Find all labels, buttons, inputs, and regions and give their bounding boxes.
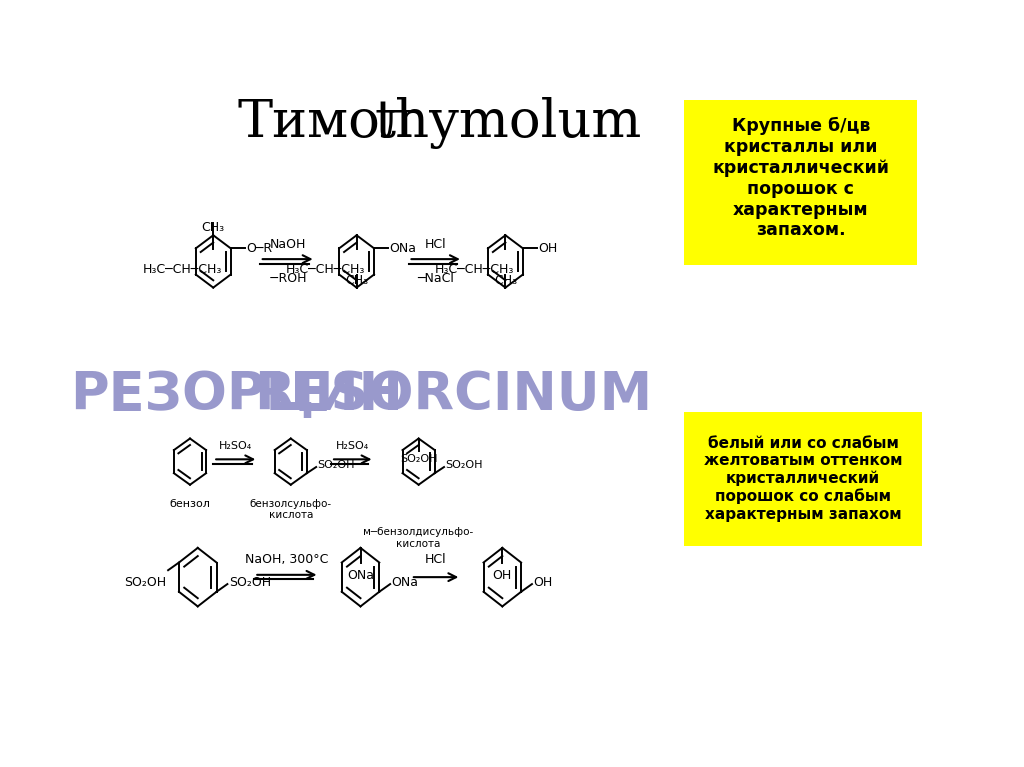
Text: H₃C─CH─CH₃: H₃C─CH─CH₃ (286, 263, 366, 276)
Text: ONa: ONa (392, 576, 419, 589)
Text: CH₃: CH₃ (345, 274, 369, 287)
Text: H₂SO₄: H₂SO₄ (219, 441, 252, 451)
Text: OH: OH (539, 242, 558, 255)
Text: thymolum: thymolum (374, 97, 641, 149)
Text: NaOH, 300°C: NaOH, 300°C (245, 553, 329, 566)
Text: Крупные б/цв
кристаллы или
кристаллический
порошок с
характерным
запахом.: Крупные б/цв кристаллы или кристаллическ… (713, 117, 889, 239)
Text: OH: OH (534, 576, 553, 589)
Text: РЕЗОРЦИН: РЕЗОРЦИН (70, 369, 402, 420)
Text: Тимол: Тимол (238, 97, 414, 148)
Text: SO₂OH: SO₂OH (317, 460, 355, 470)
Text: SO₂OH: SO₂OH (125, 576, 167, 589)
Text: SO₂OH: SO₂OH (229, 576, 271, 589)
Text: HCl: HCl (425, 553, 446, 566)
FancyBboxPatch shape (684, 100, 916, 265)
Text: бензол: бензол (170, 499, 211, 509)
Text: RESORCINUM: RESORCINUM (254, 369, 652, 420)
Text: H₃C─CH─CH₃: H₃C─CH─CH₃ (142, 263, 222, 276)
Text: O─R: O─R (246, 242, 272, 255)
Text: белый или со слабым
желтоватым оттенком
кристаллический
порошок со слабым
характ: белый или со слабым желтоватым оттенком … (703, 436, 902, 522)
Text: SO₂OH: SO₂OH (400, 454, 437, 464)
Text: −ROH: −ROH (268, 272, 307, 285)
Text: NaOH: NaOH (269, 238, 306, 251)
Text: м─бензолдисульфо-
кислота: м─бензолдисульфо- кислота (364, 527, 474, 548)
Text: H₂SO₄: H₂SO₄ (336, 441, 370, 451)
FancyBboxPatch shape (684, 412, 922, 546)
Text: OH: OH (493, 569, 512, 582)
Text: бензолсульфо-
кислота: бензолсульфо- кислота (250, 499, 332, 520)
Text: CH₃: CH₃ (202, 222, 225, 235)
Text: ONa: ONa (347, 569, 374, 582)
Text: H₃C─CH─CH₃: H₃C─CH─CH₃ (435, 263, 514, 276)
Text: ─NaCl: ─NaCl (417, 272, 454, 285)
Text: ONa: ONa (389, 242, 417, 255)
Text: SO₂OH: SO₂OH (445, 460, 483, 470)
Text: CH₃: CH₃ (494, 274, 517, 287)
Text: HCl: HCl (425, 238, 446, 251)
